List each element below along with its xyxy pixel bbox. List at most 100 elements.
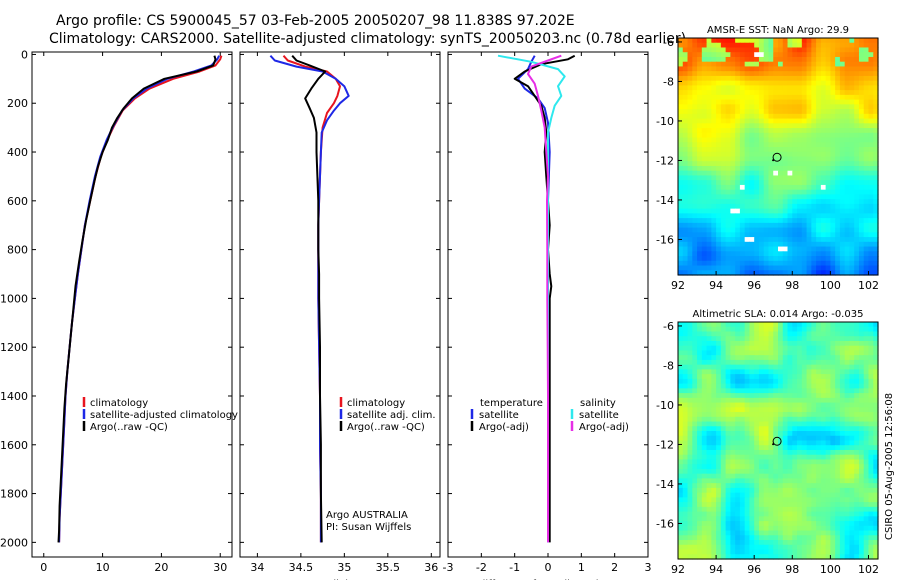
map-cell: [811, 511, 817, 517]
map-cell: [697, 194, 703, 200]
map-cell: [816, 416, 822, 423]
map-cell: [716, 364, 722, 370]
map-cell: [706, 142, 712, 148]
map-cell: [716, 473, 722, 480]
map-cell: [725, 359, 731, 366]
map-cell: [844, 251, 851, 257]
map-cell: [825, 445, 831, 451]
map-cell: [744, 113, 751, 120]
map-cell: [782, 203, 789, 210]
map-cell: [735, 407, 741, 413]
map-cell: [754, 397, 760, 404]
map-cell: [849, 80, 855, 86]
map-cell: [787, 227, 793, 233]
map-cell: [797, 99, 803, 105]
map-cell: [778, 118, 784, 124]
map-cell: [744, 516, 751, 522]
map-cell: [787, 38, 793, 44]
map-cell: [716, 208, 722, 214]
map-cell: [830, 449, 836, 456]
map-cell: [716, 165, 722, 172]
map-cell: [692, 506, 698, 513]
map-cell: [749, 137, 755, 143]
map-cell: [687, 554, 693, 560]
map-cell: [844, 165, 851, 172]
map-cell: [735, 61, 741, 68]
map-cell: [792, 165, 798, 172]
map-cell: [768, 540, 774, 546]
map-cell: [849, 246, 855, 252]
map-cell: [868, 194, 874, 200]
map-cell: [787, 189, 793, 196]
map-cell: [854, 66, 860, 72]
map-cell: [825, 38, 831, 44]
map-cell: [773, 421, 779, 427]
map-cell: [849, 468, 855, 475]
map-cell: [716, 359, 722, 366]
map-cell: [735, 355, 741, 361]
map-cell: [692, 56, 698, 63]
map-cell: [697, 402, 703, 408]
map-cell: [778, 142, 784, 148]
map-cell: [801, 544, 808, 551]
map-cell: [792, 473, 798, 480]
map-cell: [830, 431, 836, 437]
map-cell: [716, 132, 722, 139]
map-cell: [697, 492, 703, 498]
map-cell: [825, 104, 831, 110]
map-cell: [701, 416, 708, 423]
map-cell: [768, 340, 774, 347]
map-cell: [687, 47, 693, 53]
map-cell: [763, 237, 770, 243]
map-cell: [744, 440, 751, 446]
map-cell: [735, 340, 741, 347]
map-cell: [816, 497, 822, 503]
map-cell: [720, 326, 727, 333]
map-cell: [749, 478, 755, 484]
map-cell: [697, 412, 703, 418]
map-cell: [701, 170, 708, 177]
map-cell: [701, 516, 708, 522]
map-cell: [830, 151, 836, 158]
map-cell: [701, 241, 708, 248]
map-cell: [725, 118, 731, 124]
map-cell: [773, 61, 779, 68]
map-cell: [692, 66, 698, 72]
map-cell: [787, 237, 793, 243]
map-cell: [701, 483, 708, 489]
map-cell: [773, 52, 779, 58]
map-cell: [692, 151, 698, 158]
map-cell: [735, 232, 741, 238]
map-cell: [730, 85, 736, 91]
map-cell: [801, 90, 808, 96]
map-cell: [687, 549, 693, 555]
map-cell: [801, 449, 808, 456]
map-cell: [711, 322, 717, 328]
map-cell: [839, 378, 846, 385]
map-cell: [811, 345, 817, 352]
map-cell: [816, 161, 822, 167]
map-cell: [792, 47, 798, 53]
map-cell: [701, 464, 708, 470]
map-cell: [787, 421, 793, 427]
map-cell: [801, 497, 808, 503]
map-cell: [758, 170, 765, 177]
map-cell: [744, 99, 751, 105]
map-cell: [763, 544, 770, 551]
map-cell: [835, 374, 841, 380]
map-cell: [782, 156, 789, 162]
map-cell: [711, 431, 717, 437]
map-cell: [801, 189, 808, 196]
map-cell: [706, 487, 712, 494]
map-cell: [754, 487, 760, 494]
map-cell: [868, 151, 874, 158]
map-cell: [730, 80, 736, 86]
map-cell: [801, 165, 808, 172]
map-cell: [858, 232, 865, 238]
map-cell: [687, 180, 693, 186]
map-cell: [735, 213, 741, 219]
map-cell: [730, 407, 736, 413]
map-cell: [735, 71, 741, 77]
map-cell: [697, 52, 703, 58]
map-cell: [725, 104, 731, 110]
